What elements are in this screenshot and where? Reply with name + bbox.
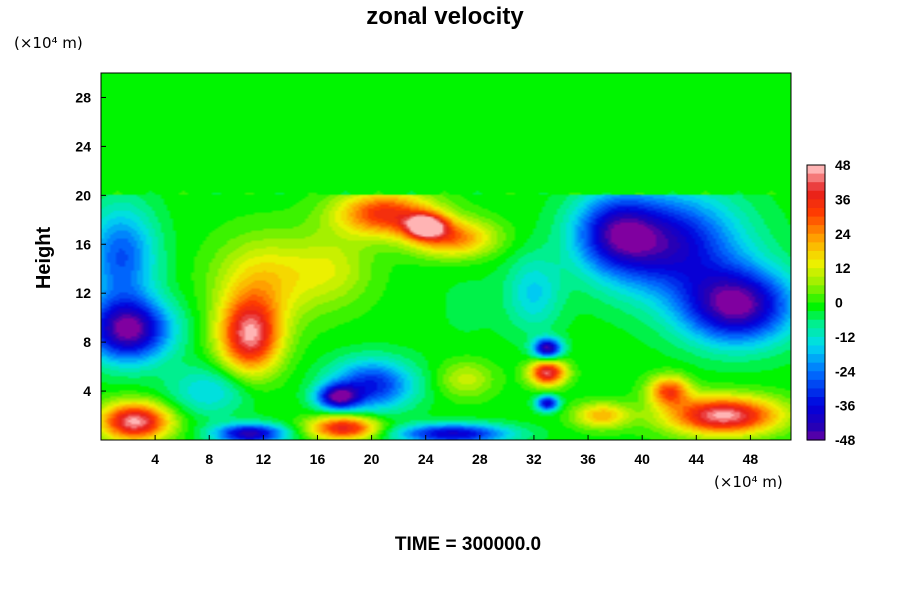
colorbar-tick-label: 24 xyxy=(835,226,851,242)
colorbar-frame xyxy=(806,164,826,441)
colorbar-cell xyxy=(807,165,825,175)
x-axis-ticks: 4 8 12 16 20 24 28 32 36 40 44 48 xyxy=(151,435,758,467)
x-tick-label: 12 xyxy=(256,451,272,467)
colorbar-tick-label: 48 xyxy=(835,157,851,173)
colorbar-tick-label: -36 xyxy=(835,398,855,414)
colorbar-cell xyxy=(807,250,825,261)
colorbar: 48 36 24 12 0 -12 -24 -36 -48 xyxy=(806,157,855,448)
x-tick-label: 4 xyxy=(151,451,159,467)
colorbar-cell xyxy=(807,319,825,329)
colorbar-cell xyxy=(807,190,825,200)
colorbar-tick-label: 0 xyxy=(835,295,843,311)
colorbar-cell xyxy=(807,388,825,398)
x-tick-label: 28 xyxy=(472,451,488,467)
colorbar-cell xyxy=(807,182,825,192)
colorbar-cell xyxy=(807,379,825,390)
colorbar-cell xyxy=(807,293,825,304)
colorbar-cell xyxy=(807,345,825,355)
plot-frame xyxy=(100,72,792,441)
colorbar-cell xyxy=(807,207,825,218)
y-axis-unit: (×10⁴ m) xyxy=(14,34,83,52)
x-tick-label: 8 xyxy=(205,451,213,467)
x-tick-label: 48 xyxy=(743,451,759,467)
colorbar-cell xyxy=(807,336,825,347)
colorbar-cell xyxy=(807,405,825,415)
x-tick-label: 16 xyxy=(310,451,326,467)
y-tick-label: 8 xyxy=(83,334,91,350)
colorbar-cell xyxy=(807,233,825,243)
colorbar-cell xyxy=(807,276,825,286)
colorbar-cell xyxy=(807,328,825,338)
colorbar-tick-label: 36 xyxy=(835,191,851,207)
colorbar-cell xyxy=(807,414,825,424)
colorbar-tick-label: -12 xyxy=(835,329,855,345)
y-tick-label: 28 xyxy=(75,89,91,105)
colorbar-cell xyxy=(807,431,825,441)
y-tick-label: 16 xyxy=(75,236,91,252)
colorbar-tick-label: -24 xyxy=(835,363,855,379)
x-tick-label: 36 xyxy=(580,451,596,467)
colorbar-cell xyxy=(807,302,825,312)
x-tick-label: 24 xyxy=(418,451,434,467)
x-tick-label: 44 xyxy=(689,451,705,467)
colorbar-cell xyxy=(807,225,825,235)
y-tick-label: 20 xyxy=(75,187,91,203)
colorbar-cell xyxy=(807,397,825,407)
colorbar-cell xyxy=(807,422,825,433)
x-tick-label: 40 xyxy=(634,451,650,467)
time-label: TIME = 300000.0 xyxy=(395,534,541,555)
y-tick-label: 4 xyxy=(83,383,91,399)
x-axis-unit: (×10⁴ m) xyxy=(714,473,783,491)
heatmap-field xyxy=(101,73,791,440)
colorbar-cell xyxy=(807,362,825,372)
colorbar-cell xyxy=(807,371,825,381)
colorbar-cell xyxy=(807,216,825,226)
y-tick-label: 24 xyxy=(75,138,91,154)
colorbar-cell xyxy=(807,199,825,209)
colorbar-cell xyxy=(807,242,825,252)
chart-title: zonal velocity xyxy=(366,3,524,30)
x-tick-label: 32 xyxy=(526,451,542,467)
colorbar-tick-label: 12 xyxy=(835,260,851,276)
colorbar-tick-label: -48 xyxy=(835,432,855,448)
y-tick-label: 12 xyxy=(75,285,91,301)
colorbar-cell xyxy=(807,268,825,278)
plot-area xyxy=(100,72,792,441)
x-tick-label: 20 xyxy=(364,451,380,467)
colorbar-cell xyxy=(807,173,825,183)
colorbar-cell xyxy=(807,259,825,269)
y-axis-label: Height xyxy=(33,227,55,290)
y-axis-ticks: 4 8 12 16 20 24 28 xyxy=(75,89,106,399)
colorbar-cell xyxy=(807,285,825,295)
colorbar-cell xyxy=(807,311,825,321)
colorbar-cell xyxy=(807,354,825,364)
